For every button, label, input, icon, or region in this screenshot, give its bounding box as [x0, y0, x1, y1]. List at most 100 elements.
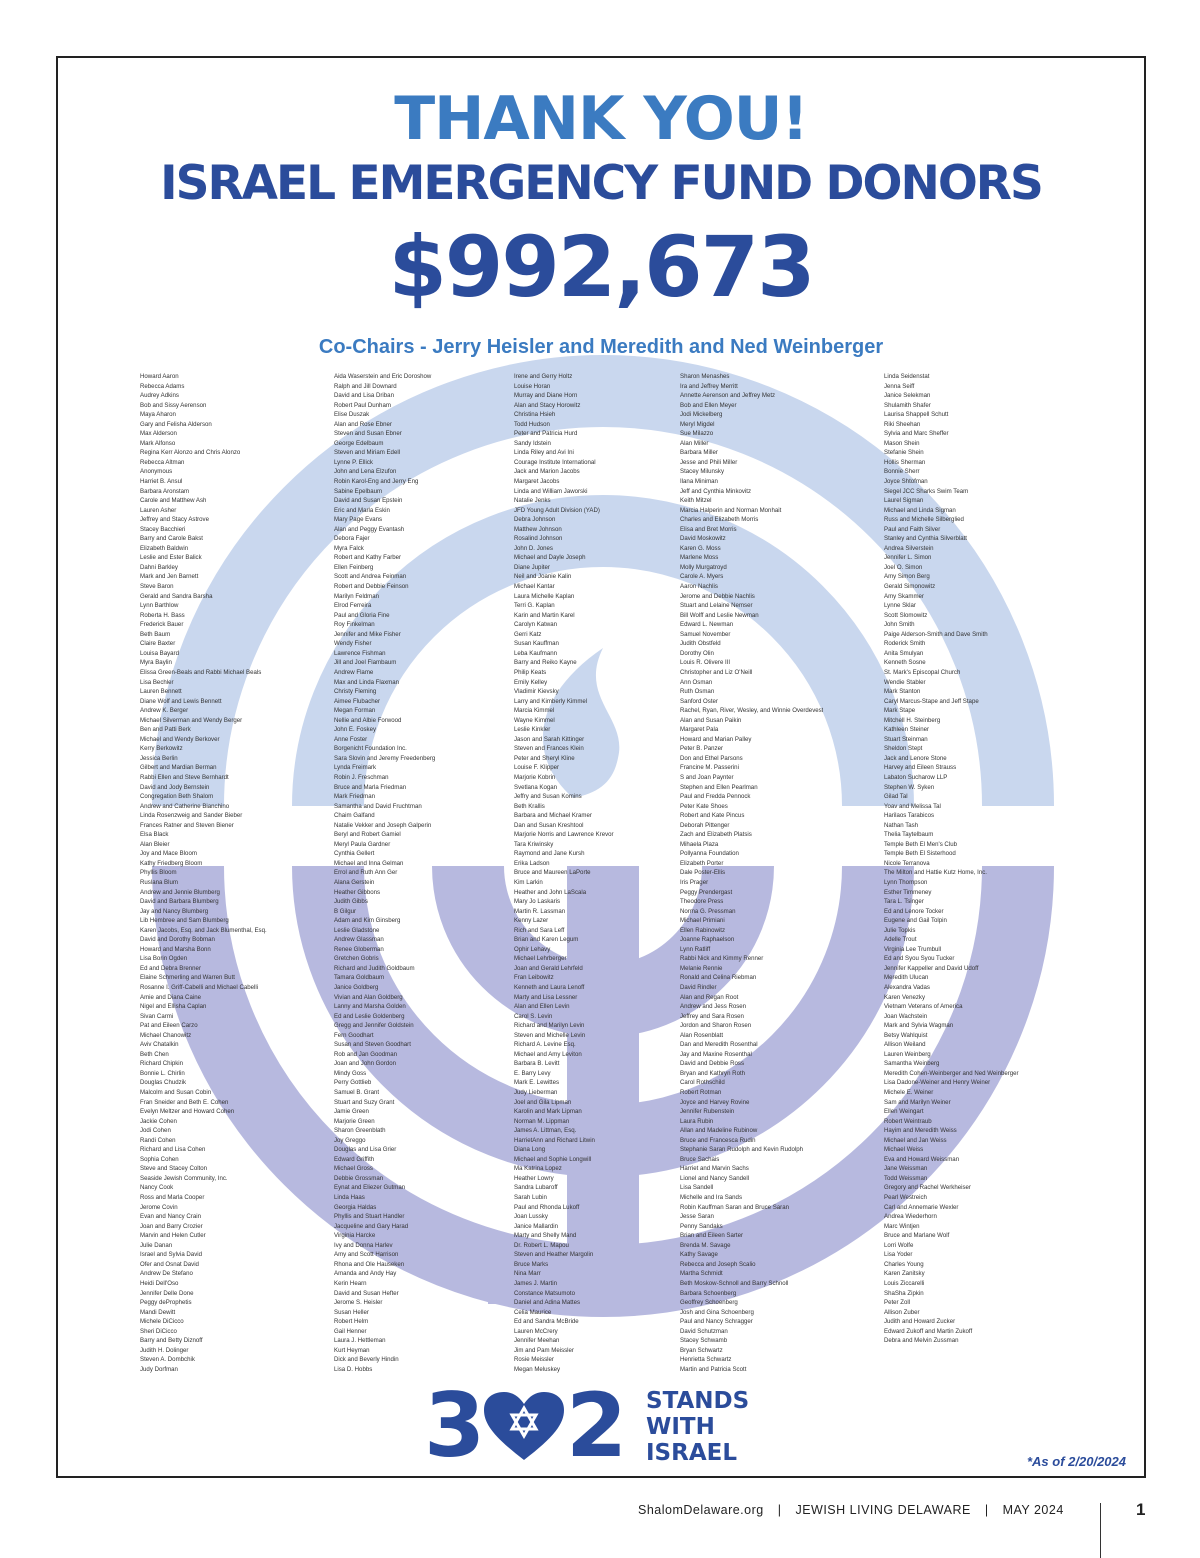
donor-name: Sandra Lubaroff [514, 1184, 558, 1192]
donor-name: Mark Stanton [884, 688, 921, 696]
donor-name: Judith H. Dolinger [140, 1346, 189, 1354]
donor-name: Nina Marr [514, 1270, 541, 1278]
donor-column-4: Sharon Menashes Ira and Jeffrey Merritt An… [680, 372, 823, 1374]
donor-name: Peter and Sheryl Kline [514, 754, 575, 762]
donor-name: Martha Schmidt [680, 1270, 723, 1278]
donor-name: Rebecca Adams [140, 382, 185, 390]
donor-name: Congregation Beth Shalom [140, 793, 214, 801]
donor-name: Marilyn Feldman [334, 592, 380, 600]
donor-name: Philip Keats [514, 668, 547, 676]
donor-name: Frederick Bauer [140, 621, 184, 629]
donor-name: Jerome S. Heisler [334, 1299, 383, 1307]
donor-name: Howard and Marsha Bonn [140, 945, 211, 953]
donor-name: Paige Alderson-Smith and Dave Smith [884, 630, 988, 638]
donor-name: Barbara Aronstam [140, 487, 190, 495]
donor-name: Jill and Joel Flambaum [334, 659, 397, 667]
donor-name: Linda Riley and Avi Ini [514, 449, 574, 457]
donor-name: Louise F. Klipper [514, 764, 560, 772]
donor-name: Tamara Goldbaum [334, 974, 385, 982]
donor-name: Penny Sandaks [680, 1222, 723, 1230]
donor-name: Barbara Schoenberg [680, 1289, 737, 1297]
donor-name: Michael and Amy Leviton [514, 1050, 582, 1058]
footer-issue: MAY 2024 [1002, 1503, 1064, 1517]
donor-name: Michael and Dayle Joseph [514, 554, 586, 562]
donor-name: Mason Shein [884, 439, 920, 447]
donor-name: S and Joan Paynter [680, 773, 734, 781]
footer-separator: | [984, 1503, 989, 1517]
donor-name: Dahni Barkley [140, 563, 178, 571]
donor-name: Nathan Tash [884, 821, 919, 829]
donor-name: Alan and Rose Ebner [334, 420, 392, 428]
donor-name: Stacey Milunsky [680, 468, 725, 476]
donor-name: Constance Matsumoto [514, 1289, 575, 1297]
donor-name: Janice Goldberg [334, 984, 379, 991]
donor-name: Harriet and Marvin Sachs [680, 1165, 749, 1173]
donor-name: Thelia Taytelbaum [884, 831, 934, 839]
donor-name: David and Susan Hefter [334, 1289, 399, 1297]
donor-name: Jennifer L. Simon [884, 554, 932, 562]
donor-name: Gerri Katz [514, 630, 542, 638]
donor-name: Megan Forman [334, 707, 376, 715]
donor-name: George Edelbaum [334, 439, 384, 447]
donor-name: Allison Weiland [884, 1041, 926, 1049]
footer-separator: | [777, 1503, 782, 1517]
donor-name: Adam and Kim Ginsberg [334, 917, 401, 925]
donor-name: Norma G. Pressman [680, 907, 736, 915]
donor-name: Robin Karol-Eng and Jerry Eng [334, 478, 419, 486]
footer-site-link[interactable]: ShalomDelaware.org [638, 1503, 764, 1517]
donor-name: Marlene Moss [680, 554, 719, 562]
donor-name: John D. Jones [514, 544, 553, 552]
donor-name: Edward L. Newman [680, 621, 734, 629]
donor-name: Alan and Susan Paikin [680, 716, 742, 724]
donor-name: David and Lisa Driban [334, 392, 394, 400]
donor-name: Laurel Sigman [884, 497, 924, 505]
donor-name: Debra and Melvin Zussman [884, 1337, 959, 1345]
donor-name: Gilbert and Mardian Berman [140, 764, 217, 772]
donor-name: Beth Chen [140, 1050, 169, 1058]
donor-name: Marcia Kimmel [514, 707, 555, 715]
donor-name: Ann Osman [680, 678, 713, 686]
donor-name: Gerald and Sandra Barsha [140, 592, 213, 600]
donor-name: Lynn Ratliff [680, 945, 711, 953]
donor-name: Ben and Patti Berk [140, 726, 191, 734]
donor-name: Elizabeth Porter [680, 859, 724, 867]
donor-name: Mitchell H. Steinberg [884, 716, 941, 724]
donor-name: Lauren Bennett [140, 688, 182, 696]
donor-name: Virginia Harcke [334, 1232, 376, 1240]
donor-name: Jay and Nancy Blumberg [140, 907, 209, 915]
donor-name: James J. Martin [514, 1279, 558, 1287]
donor-name: Karen Zanitsky [884, 1270, 925, 1278]
donor-name: Debra Johnson [514, 516, 556, 524]
donor-name: Rebecca and Joseph Scalio [680, 1260, 756, 1268]
donor-name: Evelyn Meltzer and Howard Cohen [140, 1108, 235, 1116]
logo-digit-2: 2 [566, 1374, 628, 1477]
donor-name: Karen Jacobs, Esq. and Jack Blumenthal, … [140, 926, 267, 934]
donor-name: Kerin Hearn [334, 1279, 367, 1287]
donor-name: Dale Poster-Ellis [680, 869, 726, 877]
donor-name: Janice Mallardin [514, 1222, 559, 1230]
donor-name: Alan and Regan Root [680, 993, 739, 1001]
donor-name: Bruce and Maureen LaPorte [514, 869, 591, 877]
donor-name: Terri G. Kaplan [514, 602, 555, 610]
donor-name: Jack and Marion Jacobs [514, 468, 580, 476]
donor-name: Jordon and Sharon Rosen [680, 1022, 752, 1030]
donor-name: Rich and Sara Leff [514, 926, 565, 934]
donor-name: Dan and Meredith Rosenthal [680, 1041, 758, 1049]
donor-name: Richard A. Levine Esq. [514, 1041, 576, 1049]
donor-name: Claire Baxter [140, 640, 176, 648]
donor-name: Ronald and Celina Riebman [680, 974, 757, 982]
donor-name: Michael Silverman and Wendy Berger [140, 716, 243, 724]
donor-name: Mark and Sylvia Wagman [884, 1022, 954, 1030]
donor-name: Mark E. Lewittes [514, 1079, 560, 1087]
donor-name: ShaSha Zipkin [884, 1289, 924, 1297]
page-number: 1 [1136, 1500, 1146, 1519]
donor-name: Jenna Seiff [884, 382, 915, 390]
donor-name: Jamie Green [334, 1108, 369, 1116]
donor-name: Michael and Jan Weiss [884, 1136, 947, 1144]
donor-name: Kenneth and Laura Lenoff [514, 984, 585, 991]
donor-name: Andrew and Jess Rosen [680, 1003, 747, 1011]
donor-name: Samantha Weinberg [884, 1060, 940, 1068]
donor-name: Kenneth Sosne [884, 659, 926, 667]
donor-name: Lisa D. Hobbs [334, 1365, 373, 1373]
donor-name: Esther Timmeney [884, 888, 932, 896]
